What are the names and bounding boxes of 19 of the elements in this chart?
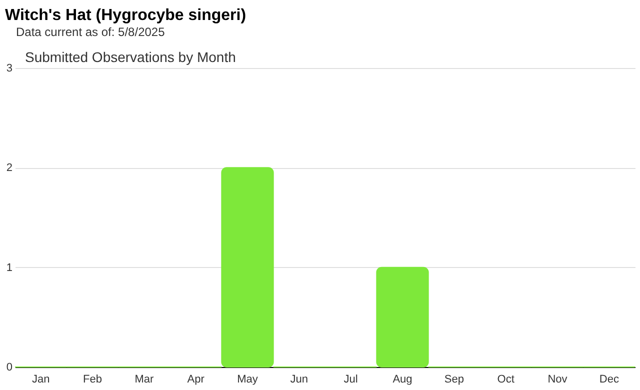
text: Submitted Observations by Month [25, 49, 236, 65]
x-tick-label: Oct [497, 374, 514, 386]
chart-subtitle: Data current as of: 5/8/2025 [16, 25, 166, 39]
y-tick-label: 1 [6, 262, 12, 274]
y-tick-label: 3 [6, 62, 12, 74]
x-tick-label: Mar [134, 374, 154, 386]
x-tick-label: Jan [32, 374, 50, 386]
x-tick-label: Nov [548, 374, 568, 386]
chart-title: Witch's Hat (Hygrocybe singeri) [5, 7, 246, 24]
y-tick-label: 0 [6, 362, 12, 374]
y-tick-label: 2 [6, 162, 12, 174]
x-tick-label: Jul [344, 374, 358, 386]
x-tick-label: Dec [599, 374, 620, 386]
x-tick-label: Aug [392, 374, 412, 386]
x-tick-label: Feb [83, 374, 102, 386]
x-tick-label: May [237, 374, 258, 386]
x-tick-label: Jun [290, 374, 308, 386]
x-tick-label: Apr [187, 374, 205, 386]
x-tick-label: Sep [444, 374, 464, 386]
